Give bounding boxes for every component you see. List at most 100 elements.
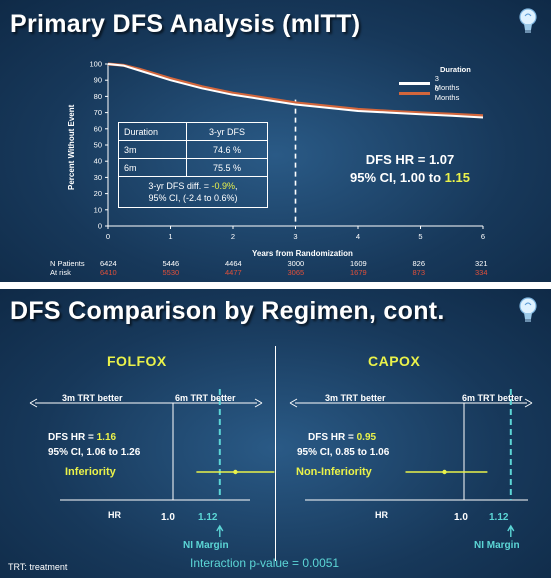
arrow-head-left [29, 398, 38, 408]
at-risk-value: 5530 [162, 268, 180, 277]
table-cell: 74.6 % [212, 144, 242, 155]
verdict-capox: Non-Inferiority [296, 466, 372, 478]
y-tick-label: 0 [98, 222, 102, 231]
table-cell: 3m [119, 141, 187, 158]
ci-line: 95% CI, 1.00 to 1.15 [320, 170, 500, 185]
km-plot: 0 10 20 30 40 50 60 70 80 90 100 0 1 2 3 4 5 6 [89, 60, 485, 242]
legend-title: Duration [440, 65, 471, 74]
panel-divider [275, 346, 276, 561]
forest-plots [29, 389, 533, 537]
n-patients-label: N Patients [50, 259, 85, 268]
dfs-table: Duration 3-yr DFS 3m 74.6 % 6m 75.5 % 3-… [118, 122, 268, 208]
y-tick-label: 70 [94, 108, 102, 117]
y-axis-label: Percent Without Event [67, 104, 76, 190]
legend-item-3-months: 3 Months [399, 74, 463, 92]
hr-value: 0.95 [356, 432, 377, 443]
verdict-folfox: Inferiority [65, 466, 116, 478]
slide-regimen-comparison: DFS Comparison by Regimen, cont. FOLFOX … [0, 289, 551, 578]
at-risk-value: 873 [412, 268, 426, 277]
arrow-head-left [289, 398, 298, 408]
hr-value: 1.16 [96, 432, 117, 443]
y-tick-label: 40 [94, 157, 102, 166]
hazard-ratio-text: DFS HR = 1.07 95% CI, 1.00 to 1.15 [320, 152, 500, 185]
lightbulb-icon [519, 8, 537, 33]
hr-prefix: DFS HR = [48, 432, 97, 443]
hr-text-folfox: DFS HR = 1.16 [48, 432, 116, 443]
series-line-3-months [107, 63, 484, 119]
ni-margin-arrow-head [507, 524, 515, 532]
x-tick-label: 2 [231, 232, 235, 241]
at-risk-value: 6410 [100, 268, 117, 277]
diff-label: 3-yr DFS diff. = [148, 181, 212, 191]
ref-label-1: 1.0 [161, 512, 175, 523]
lightbulb-icon [519, 297, 537, 322]
y-tick-label: 90 [94, 76, 102, 85]
y-tick-label: 20 [94, 189, 102, 198]
legend-item-6-months: 6 Months [399, 84, 463, 102]
slide-primary-dfs: Primary DFS Analysis (mITT) 0 10 20 30 40 50 6… [0, 0, 551, 282]
at-risk-value: 3000 [287, 259, 305, 268]
ref-label-1: 1.0 [454, 512, 468, 523]
diff-suffix: , [235, 181, 238, 191]
ci-upper: 1.15 [444, 170, 470, 185]
ni-margin-label: NI Margin [474, 540, 520, 551]
hr-prefix: DFS HR = [308, 432, 357, 443]
left-better-label: 3m TRT better [62, 393, 123, 403]
y-tick-label: 50 [94, 141, 102, 150]
hr-axis-label: HR [108, 510, 121, 520]
panel-head-capox: CAPOX [368, 353, 421, 369]
hr-line: DFS HR = 1.07 [365, 152, 455, 167]
at-risk-value: 3065 [287, 268, 305, 277]
table-header-cell: Duration [119, 123, 187, 140]
table-row: 6m 75.5 % [119, 159, 267, 177]
table-cell: 75.5 % [212, 162, 242, 173]
arrow-head-right [524, 398, 533, 408]
at-risk-value: 321 [475, 259, 488, 268]
x-tick-label: 3 [293, 232, 297, 241]
left-better-label: 3m TRT better [325, 393, 386, 403]
legend-swatch-6-months [399, 91, 430, 95]
diff-ci: 95% CI, (-2.4 to 0.6%) [148, 193, 238, 203]
footer-note: TRT: treatment [8, 562, 68, 572]
right-better-label: 6m TRT better [462, 393, 523, 403]
x-tick-label: 5 [418, 232, 422, 241]
y-tick-label: 30 [94, 173, 102, 182]
slide-title: Primary DFS Analysis (mITT) [10, 10, 361, 38]
at-risk-value: 4477 [225, 268, 242, 277]
x-axis-label: Years from Randomization [252, 249, 353, 258]
hr-text-capox: DFS HR = 0.95 [308, 432, 376, 443]
ni-margin-label: NI Margin [183, 540, 229, 551]
at-risk-value: 334 [475, 268, 488, 277]
panel-head-folfox: FOLFOX [107, 353, 167, 369]
ni-margin-arrow-head [216, 524, 224, 532]
ci-prefix: 95% CI, 1.00 to [350, 170, 445, 185]
legend-swatch-3-months [399, 81, 430, 85]
y-tick-label: 60 [94, 124, 102, 133]
slide-title: DFS Comparison by Regimen, cont. [10, 297, 445, 325]
hr-point-estimate [233, 469, 238, 475]
at-risk-value: 1609 [350, 259, 367, 268]
interaction-pvalue: Interaction p-value = 0.0051 [190, 556, 340, 570]
hr-axis-label: HR [375, 510, 388, 520]
margin-value: 1.12 [489, 512, 509, 523]
at-risk-label: At risk [50, 268, 71, 277]
legend-label: 3 Months [434, 74, 460, 92]
y-tick-label: 10 [94, 205, 102, 214]
arrow-head-right [254, 398, 263, 408]
x-tick-label: 4 [356, 232, 360, 241]
y-tick-label: 80 [94, 92, 102, 101]
at-risk-value: 4464 [225, 259, 242, 268]
legend-label: 6 Months [434, 84, 460, 102]
x-tick-label: 0 [106, 232, 110, 241]
margin-value: 1.12 [198, 512, 218, 523]
diff-value: -0.9% [211, 181, 236, 191]
table-cell: 6m [119, 159, 187, 176]
at-risk-value: 826 [412, 259, 426, 268]
hr-point-estimate [442, 469, 447, 475]
x-tick-label: 6 [481, 232, 485, 241]
table-header-cell: 3-yr DFS [209, 126, 245, 137]
table-row: 3m 74.6 % [119, 141, 267, 159]
x-tick-label: 1 [168, 232, 172, 241]
ci-text-folfox: 95% CI, 1.06 to 1.26 [48, 447, 141, 458]
ci-text-capox: 95% CI, 0.85 to 1.06 [297, 447, 390, 458]
